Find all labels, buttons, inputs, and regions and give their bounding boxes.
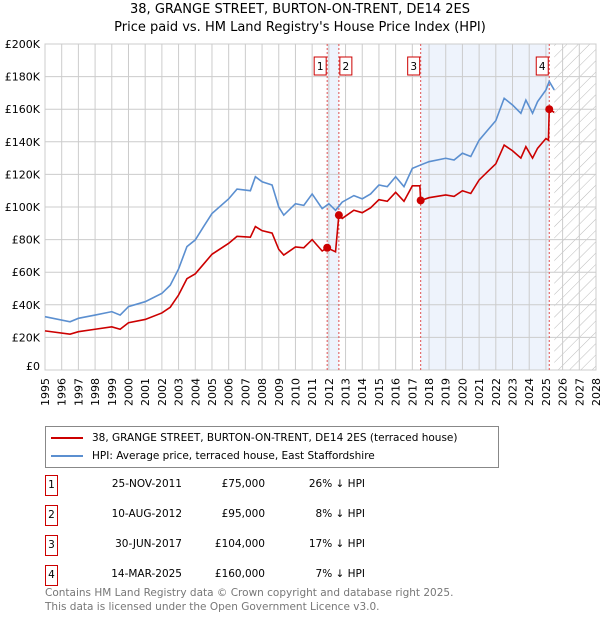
- transaction-badge: 3: [45, 535, 58, 556]
- transaction-hpi-diff: 7% ↓ HPI: [315, 568, 365, 580]
- y-tick-label: £160K: [5, 103, 41, 116]
- sale-point: [323, 243, 332, 252]
- x-tick-label: 2007: [239, 378, 252, 406]
- y-tick-label: £180K: [5, 71, 41, 84]
- x-tick-label: 2022: [490, 378, 503, 406]
- sale-badge-label: 4: [539, 61, 546, 73]
- price-chart: 1995 1996 1997 1998 1999 2000 2001 2002 2003 2004…: [5, 38, 600, 406]
- x-tick-label: 2026: [557, 378, 570, 406]
- legend-swatch-blue: [51, 455, 83, 457]
- x-tick-label: 2004: [189, 378, 202, 406]
- y-tick-label: £40K: [12, 299, 41, 312]
- x-tick-label: 2009: [273, 378, 286, 406]
- transaction-hpi-diff: 26% ↓ HPI: [308, 478, 365, 490]
- x-tick-label: 2023: [507, 378, 520, 406]
- x-tick-label: 2017: [406, 378, 419, 406]
- x-tick-label: 1996: [56, 378, 69, 406]
- x-tick-label: 2027: [573, 378, 586, 406]
- y-tick-label: £0: [26, 360, 40, 373]
- x-tick-label: 1997: [72, 378, 85, 406]
- transaction-badge: 2: [45, 505, 58, 526]
- legend-label: 38, GRANGE STREET, BURTON-ON-TRENT, DE14…: [92, 432, 458, 444]
- footer-copyright: Contains HM Land Registry data © Crown c…: [45, 587, 454, 599]
- x-tick-label: 2021: [473, 378, 486, 406]
- x-tick-label: 2024: [523, 378, 536, 406]
- transaction-row: 4 14-MAR-2025 £160,000 7% ↓ HPI: [45, 565, 445, 587]
- x-tick-label: 2003: [173, 378, 186, 406]
- transaction-row: 3 30-JUN-2017 £104,000 17% ↓ HPI: [45, 535, 445, 557]
- plot-frame: [44, 43, 597, 371]
- transaction-price: £160,000: [214, 568, 265, 580]
- sale-badge-box: [407, 56, 421, 76]
- sale-point: [416, 196, 425, 205]
- y-tick-label: £20K: [12, 331, 41, 344]
- sale-badge-box: [339, 56, 353, 76]
- sale-badge-label: 2: [343, 61, 350, 73]
- transaction-date: 14-MAR-2025: [111, 568, 182, 580]
- legend-swatch-red: [51, 437, 83, 439]
- y-tick-label: £100K: [5, 201, 41, 214]
- transaction-price: £95,000: [221, 508, 265, 520]
- x-tick-label: 2005: [206, 378, 219, 406]
- y-tick-label: £60K: [12, 266, 41, 279]
- x-tick-label: 2025: [540, 378, 553, 406]
- sale-badge-box: [313, 56, 327, 76]
- x-tick-label: 2019: [440, 378, 453, 406]
- x-tick-label: 2016: [390, 378, 403, 406]
- y-tick-label: £80K: [12, 234, 41, 247]
- x-tick-label: 2011: [306, 378, 319, 406]
- x-tick-label: 2006: [223, 378, 236, 406]
- legend: 38, GRANGE STREET, BURTON-ON-TRENT, DE14…: [45, 426, 499, 468]
- transaction-date: 25-NOV-2011: [111, 478, 182, 490]
- x-tick-label: 2010: [289, 378, 302, 406]
- transaction-date: 10-AUG-2012: [111, 508, 182, 520]
- legend-item-property: 38, GRANGE STREET, BURTON-ON-TRENT, DE14…: [51, 430, 457, 446]
- x-tick-label: 1999: [106, 378, 119, 406]
- chart-title: 38, GRANGE STREET, BURTON-ON-TRENT, DE14…: [130, 2, 470, 17]
- y-tick-label: £120K: [5, 168, 41, 181]
- x-tick-label: 1995: [39, 378, 52, 406]
- legend-label: HPI: Average price, terraced house, East…: [92, 450, 375, 462]
- sale-badge-box: [535, 56, 549, 76]
- sale-point: [545, 105, 554, 114]
- transaction-badge: 1: [45, 475, 58, 496]
- transaction-row: 1 25-NOV-2011 £75,000 26% ↓ HPI: [45, 475, 445, 497]
- x-tick-label: 2001: [139, 378, 152, 406]
- series-line: [44, 79, 555, 323]
- transaction-badge: 4: [45, 565, 58, 586]
- transaction-hpi-diff: 8% ↓ HPI: [315, 508, 365, 520]
- transaction-date: 30-JUN-2017: [115, 538, 182, 550]
- sale-point: [334, 211, 343, 220]
- footer-licence: This data is licensed under the Open Gov…: [45, 601, 380, 613]
- x-tick-label: 2015: [373, 378, 386, 406]
- legend-item-hpi: HPI: Average price, terraced house, East…: [51, 448, 375, 464]
- sale-badge-label: 1: [317, 61, 324, 73]
- x-tick-label: 2008: [256, 378, 269, 406]
- x-tick-label: 2000: [122, 378, 135, 406]
- y-tick-label: £200K: [5, 38, 41, 51]
- x-tick-label: 2013: [340, 378, 353, 406]
- transaction-price: £75,000: [221, 478, 265, 490]
- sale-badge-label: 3: [410, 61, 417, 73]
- x-tick-label: 2020: [456, 378, 469, 406]
- transaction-price: £104,000: [214, 538, 265, 550]
- x-tick-label: 2028: [590, 378, 600, 406]
- chart-subtitle: Price paid vs. HM Land Registry's House …: [114, 20, 486, 35]
- x-tick-label: 1998: [89, 378, 102, 406]
- x-tick-label: 2018: [423, 378, 436, 406]
- x-tick-label: 2014: [356, 378, 369, 406]
- x-tick-label: 2012: [323, 378, 336, 406]
- y-tick-label: £140K: [5, 136, 41, 149]
- transaction-row: 2 10-AUG-2012 £95,000 8% ↓ HPI: [45, 505, 445, 527]
- transaction-hpi-diff: 17% ↓ HPI: [308, 538, 365, 550]
- x-tick-label: 2002: [156, 378, 169, 406]
